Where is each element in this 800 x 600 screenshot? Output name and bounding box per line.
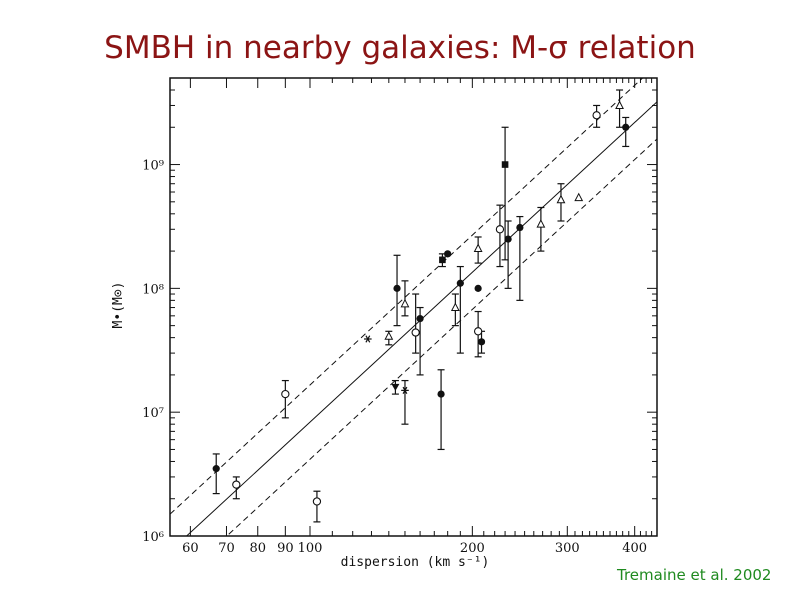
data-point	[232, 480, 241, 489]
y-tick-label: 10⁸	[142, 282, 164, 297]
data-point	[574, 192, 584, 202]
y-tick-label: 10⁹	[142, 159, 164, 174]
data-point	[437, 390, 445, 398]
fit-lines	[170, 78, 657, 536]
data-points	[212, 89, 630, 523]
data-point	[474, 284, 482, 292]
data-point	[477, 338, 486, 346]
data-point	[622, 123, 630, 131]
x-axis-title: dispersion (km s⁻¹)	[341, 555, 490, 570]
data-point	[384, 331, 394, 340]
slide-title: SMBH in nearby galaxies: M-σ relation	[104, 30, 696, 66]
x-tick-label: 300	[555, 541, 580, 556]
data-point	[450, 302, 460, 312]
citation: Tremaine et al. 2002	[617, 566, 772, 584]
axis-labels: 60 70 80 90 100 200 300 400 10⁶ 10⁷ 10⁸ 10⁹	[142, 159, 647, 556]
x-tick-label: 70	[218, 541, 235, 556]
x-tick-label: 60	[182, 541, 199, 556]
data-point	[281, 389, 290, 399]
data-point	[592, 111, 601, 120]
x-tick-label: 90	[277, 541, 294, 556]
plot-frame	[169, 77, 658, 537]
data-point	[212, 465, 220, 473]
data-point	[365, 335, 371, 343]
x-tick-label: 400	[622, 541, 647, 556]
x-tick-label: 80	[249, 541, 266, 556]
fit-upper-bound	[170, 78, 644, 515]
fit-line	[185, 101, 657, 536]
data-point	[536, 219, 546, 228]
data-point	[444, 250, 452, 258]
y-tick-label: 10⁷	[142, 406, 164, 421]
data-point	[402, 386, 408, 394]
data-point	[556, 194, 566, 204]
x-tick-label: 200	[460, 541, 485, 556]
data-point	[411, 328, 420, 337]
axis-ticks	[170, 77, 658, 537]
data-point	[516, 223, 524, 232]
fit-lower-bound	[226, 138, 657, 536]
data-point	[312, 497, 322, 506]
data-point	[416, 314, 424, 323]
x-tick-label: 100	[298, 541, 323, 556]
data-point	[391, 383, 400, 391]
y-tick-label: 10⁶	[142, 530, 164, 545]
data-point	[400, 298, 410, 308]
data-point	[615, 100, 624, 109]
data-point	[495, 225, 505, 234]
data-point	[439, 256, 446, 264]
data-point	[501, 161, 509, 168]
data-point	[473, 327, 483, 336]
data-point	[456, 279, 464, 287]
y-axis-title: M•(M⊙)	[111, 282, 126, 329]
data-point	[504, 235, 512, 243]
data-point	[473, 243, 483, 252]
data-point	[393, 284, 401, 292]
